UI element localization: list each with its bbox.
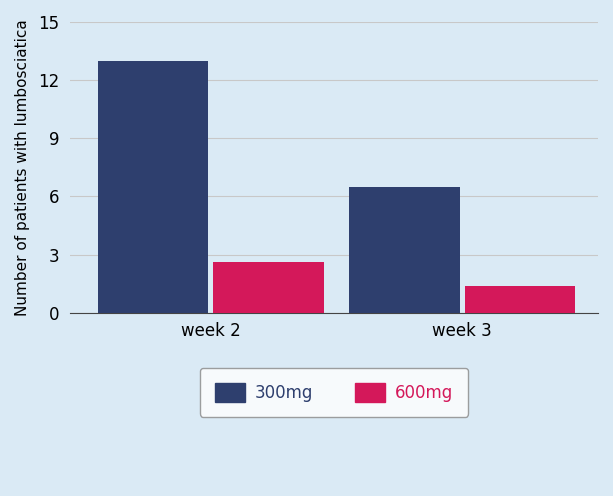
Bar <box>213 262 324 312</box>
Y-axis label: Number of patients with lumbosciatica: Number of patients with lumbosciatica <box>15 19 30 316</box>
Legend: 300mg, 600mg: 300mg, 600mg <box>200 368 468 417</box>
Bar <box>97 61 208 312</box>
Bar <box>465 286 576 312</box>
Bar <box>349 186 460 312</box>
